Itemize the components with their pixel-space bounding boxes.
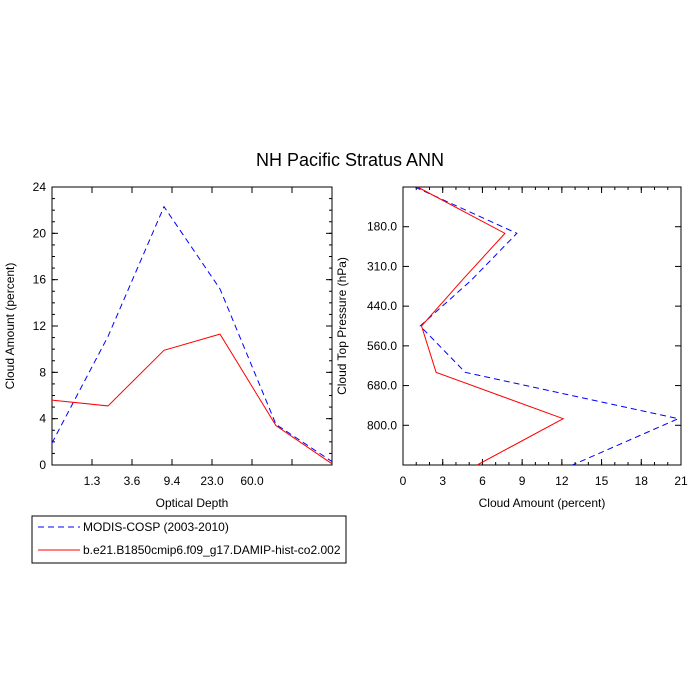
right-x-tick-label: 9 (519, 474, 526, 488)
right-plot-frame (402, 186, 682, 466)
optical-depth-panel: 0 4 8 12 16 20 24 1.3 3.6 9.4 23.0 60.0 Optical Dept… (3, 180, 333, 510)
right-x-tick-label: 18 (635, 474, 649, 488)
right-y-tick-label: 440.0 (367, 299, 397, 313)
left-x-tick-label: 23.0 (200, 474, 224, 488)
left-plot-frame (51, 186, 333, 466)
left-y-tick-label: 0 (39, 458, 46, 472)
left-x-tick-label: 1.3 (84, 474, 101, 488)
right-x-tick-label: 0 (400, 474, 407, 488)
right-x-tick-label: 21 (674, 474, 688, 488)
left-y-tick-label: 12 (33, 319, 47, 333)
left-y-tick-label: 20 (33, 226, 47, 240)
left-y-axis-label: Cloud Amount (percent) (3, 263, 17, 390)
right-x-tick-label: 12 (555, 474, 569, 488)
right-y-axis-label: Cloud Top Pressure (hPa) (335, 257, 349, 395)
pressure-panel: 0 3 6 9 12 15 18 21 180.0 310.0 440.0 560.0 680.0 800… (335, 186, 688, 510)
right-series-obs (414, 186, 680, 466)
right-y-tick-label: 800.0 (367, 418, 397, 432)
left-series-model (51, 333, 333, 465)
left-x-tick-label: 3.6 (124, 474, 141, 488)
right-x-axis-label: Cloud Amount (percent) (479, 496, 606, 510)
legend-label-obs: MODIS-COSP (2003-2010) (83, 520, 229, 534)
left-x-tick-label: 60.0 (240, 474, 264, 488)
left-y-tick-label: 4 (39, 412, 46, 426)
chart-title: NH Pacific Stratus ANN (256, 150, 444, 170)
left-x-axis-label: Optical Depth (156, 496, 229, 510)
right-x-tick-label: 3 (439, 474, 446, 488)
legend-label-model: b.e21.B1850cmip6.f09_g17.DAMIP-hist-co2.… (83, 543, 341, 557)
right-y-tick-label: 180.0 (367, 220, 397, 234)
right-y-tick-label: 680.0 (367, 379, 397, 393)
left-y-tick-label: 24 (33, 180, 47, 194)
right-x-tick-label: 15 (595, 474, 609, 488)
right-y-tick-label: 310.0 (367, 259, 397, 273)
right-x-tick-label: 6 (479, 474, 486, 488)
right-series-model (417, 186, 565, 466)
right-y-tick-label: 560.0 (367, 339, 397, 353)
left-y-tick-label: 16 (33, 273, 47, 287)
left-series-obs (51, 205, 333, 462)
legend-box (31, 515, 347, 564)
legend: MODIS-COSP (2003-2010) b.e21.B1850cmip6.… (31, 515, 347, 564)
left-y-tick-label: 8 (39, 365, 46, 379)
left-x-tick-label: 9.4 (164, 474, 181, 488)
